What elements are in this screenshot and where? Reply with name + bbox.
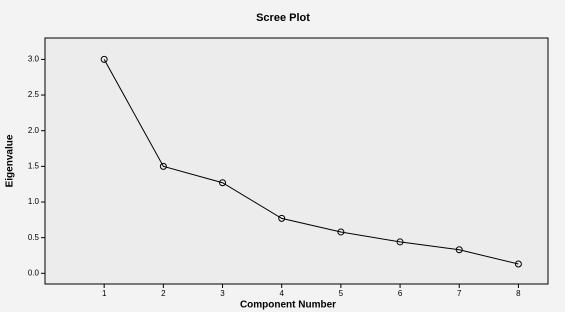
y-tick-label: 1.5 bbox=[28, 161, 40, 170]
chart-title: Scree Plot bbox=[256, 12, 310, 24]
x-tick-label: 4 bbox=[279, 289, 284, 298]
x-tick-label: 1 bbox=[102, 289, 107, 298]
y-tick-label: 2.5 bbox=[28, 90, 40, 99]
x-tick-label: 7 bbox=[457, 289, 462, 298]
x-tick-label: 3 bbox=[220, 289, 225, 298]
chart: Scree Plot Component Number Eigenvalue 0… bbox=[0, 0, 565, 312]
x-axis-title: Component Number bbox=[240, 300, 336, 311]
y-tick-label: 2.0 bbox=[28, 126, 40, 135]
page: Scree Plot Component Number Eigenvalue 0… bbox=[0, 0, 565, 312]
y-axis-title: Eigenvalue bbox=[5, 134, 16, 187]
x-tick-label: 6 bbox=[398, 289, 403, 298]
x-tick-label: 5 bbox=[339, 289, 344, 298]
y-tick-label: 0.5 bbox=[28, 233, 40, 242]
y-tick-label: 0.0 bbox=[28, 268, 40, 277]
plot-area bbox=[45, 38, 548, 284]
x-tick-label: 2 bbox=[161, 289, 166, 298]
x-tick-label: 8 bbox=[516, 289, 521, 298]
y-tick-label: 1.0 bbox=[28, 197, 40, 206]
y-tick-label: 3.0 bbox=[28, 55, 40, 64]
